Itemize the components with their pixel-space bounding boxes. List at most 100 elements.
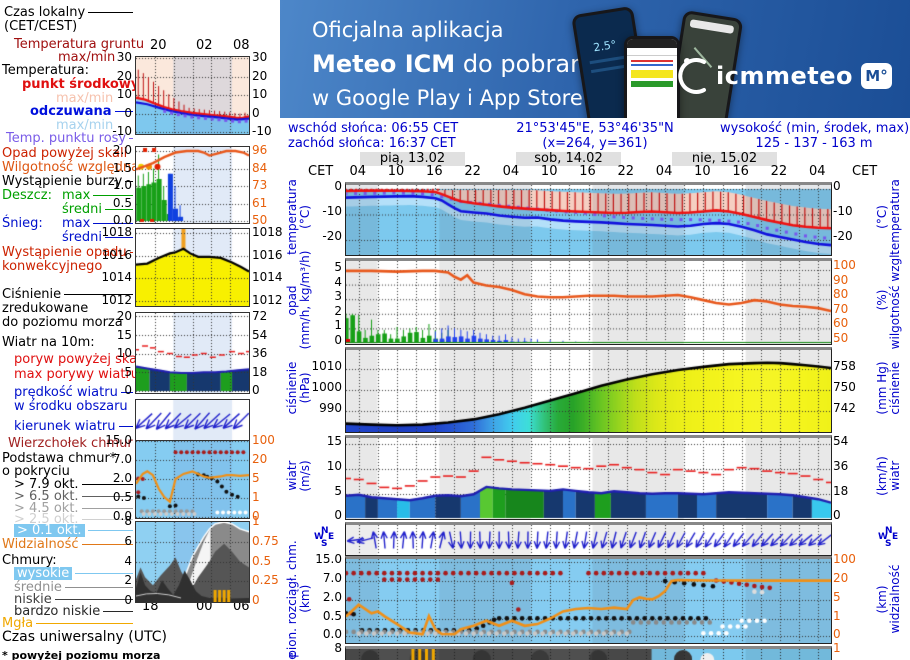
legend-leader-line [120,392,133,393]
app-promo-banner[interactable]: Oficjalna aplikacja Meteo ICM do pobrani… [280,0,910,118]
time-tick-label: 22 [464,164,481,179]
panel-axis-label: 0 [334,179,342,193]
mini-axis-label: 72 [252,309,268,323]
panel-axis-label: 10 [326,459,342,473]
location-coords: 21°53'45"E, 53°46'35"N (x=264, y=361) [480,121,710,151]
mini-axis-label: 84 [252,161,268,175]
axis-title-left: opad (mm/h, kg/m³/h) [285,250,312,350]
legend-mini-chart [135,56,250,135]
mini-axis-label: 20 [150,38,167,53]
timezone-right: CET [852,164,878,179]
legend-label: Temperatura: [2,63,89,78]
legend-label: Wilgotność względna [2,160,140,175]
temperature-panel-canvas [345,182,832,256]
mini-axis-label: 0 [252,106,260,120]
logo-wordmark: icmmeteo [716,62,853,90]
legend-label: Temperatura gruntu [14,37,145,52]
mini-axis-label: 1.5 [112,161,132,175]
legend-leader-line [93,195,133,196]
panel-axis-label: -10 [322,204,342,218]
mini-axis-label: 1012 [252,293,283,307]
panel-axis-label: 7.0 [322,571,342,585]
wind-panel-canvas [345,435,832,520]
panel-axis-label: 758 [833,359,856,373]
legend-leader-line [103,611,133,612]
legend-leader-line [54,599,133,600]
mini-axis-label: 18 [142,599,159,614]
mini-axis-label: 0 [252,593,260,607]
axis-title-left: pion. rozciągł. chm. (km) [285,540,312,658]
banner-line2: Meteo ICM do pobrania [312,50,607,78]
mini-axis-label: 0.0 [112,213,132,227]
mini-axis-label: 20 [116,309,132,323]
legend-label: (CET/CEST) [4,19,78,34]
panel-axis-label: 100 [833,258,856,272]
logo-m-badge[interactable]: M° [861,63,892,89]
panel-axis-label: -20 [833,229,853,243]
altitude-values: 125 - 137 - 163 m [755,136,873,151]
mini-axis-label: 1 [252,490,260,504]
legend-label: Wystąpienie burzy [2,174,123,189]
legend-label: Opad powyżej skali [2,146,128,161]
mini-axis-label: 02 [196,38,213,53]
panel-axis-label: 20 [833,571,849,585]
mini-axis-label: 06 [233,599,250,614]
panel-axis-label: 1 [833,609,841,623]
coords-text: 21°53'45"E, 53°46'35"N [516,121,674,136]
panel-axis-label: 8 [334,641,342,655]
panel-axis-label: 990 [319,401,342,415]
panel-axis-label: 3 [334,289,342,303]
mini-axis-label: 7.0 [112,452,132,466]
panel-axis-label: 750 [833,380,856,394]
panel-axis-label: 0.5 [322,609,342,623]
legend-label: * powyżej poziomu morza [2,649,161,660]
axis-title-right: (km) widzialność [875,564,902,634]
altitude-label: wysokość (min, środek, max) [720,121,910,136]
legend-label: średni [62,202,102,217]
time-tick-label: 16 [579,164,596,179]
legend-label: Chmury: [2,553,57,568]
legend-leader-line [129,252,133,253]
mini-axis-label: 2 [124,573,132,587]
axis-title-right: (%) wilgotność wzgl. [875,250,902,350]
mini-axis-label: 1016 [101,248,132,262]
mini-axis-label: 10 [252,87,268,101]
legend-leader-line [129,138,133,139]
mini-axis-label: 100 [252,433,275,447]
legend-label: Śnieg: [2,216,43,231]
panel-axis-label: 0 [833,627,841,641]
panel-axis-label: 0 [334,508,342,522]
panel-axis-label: 2 [334,304,342,318]
legend-label: o pokryciu [2,464,70,479]
phone-mockup-front [624,36,680,118]
mini-axis-label: 0.75 [252,534,279,548]
time-tick-label: 16 [426,164,443,179]
axis-title-right: (km/h) wiatr [875,456,902,496]
legend-label: > 7.9 okt. [14,477,79,492]
day-label-2: nie, 15.02 [672,152,777,166]
mini-axis-label: 8 [124,514,132,528]
legend-label: max [62,188,91,203]
legend-label: > 4.5 okt. [14,501,79,516]
legend-label: max porywy wiatru [14,367,140,382]
mini-axis-label: -10 [112,124,132,138]
mini-axis-label: 36 [252,346,268,360]
legend-leader-line [88,12,133,13]
legend-label: Czas uniwersalny (UTC) [2,629,167,645]
panel-axis-label: 0.0 [322,627,342,641]
legend-label: konwekcyjnego [2,259,103,274]
legend-label: max/min [58,50,116,65]
mini-axis-label: 20 [252,452,268,466]
legend-leader-line [64,587,133,588]
time-tick-label: 04 [655,164,673,179]
legend-leader-line [87,530,133,531]
mini-axis-label: 61 [252,196,268,210]
legend-label: Wierzchołek chmur [8,436,133,451]
mini-axis-label: 0.0 [112,509,132,523]
legend-leader-line [81,484,133,485]
mini-axis-label: 10 [116,346,132,360]
legend-leader-line [93,223,133,224]
time-tick-label: 22 [770,164,788,179]
